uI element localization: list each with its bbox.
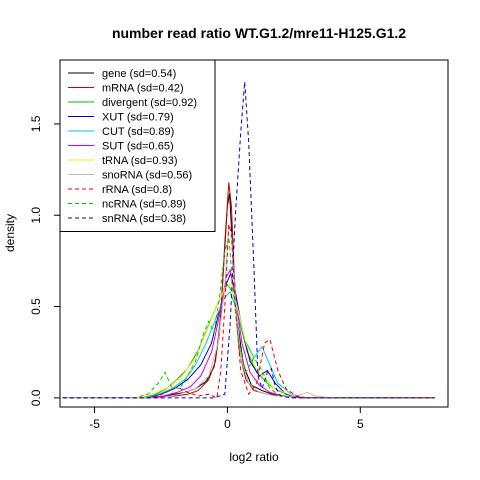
legend-label-9: ncRNA (sd=0.89) — [102, 199, 186, 211]
legend: gene (sd=0.54) mRNA (sd=0.42) divergent (s… — [59, 59, 216, 232]
plot-frame — [59, 59, 449, 408]
legend-label-3: XUT (sd=0.79) — [102, 112, 174, 124]
y-tick-label: 1.5 — [29, 115, 43, 132]
series-line-10 — [62, 81, 435, 399]
series-line-6 — [62, 283, 435, 399]
y-axis-label: density — [3, 214, 17, 252]
x-tick-label: 0 — [224, 417, 231, 431]
y-axis: 0.0 0.5 1.0 1.5 — [29, 115, 60, 406]
series-line-9 — [62, 237, 435, 399]
series-layer — [62, 81, 435, 399]
series-line-4 — [62, 290, 435, 399]
x-tick-label: 5 — [357, 417, 364, 431]
series-line-7 — [62, 224, 435, 399]
series-line-8 — [62, 224, 435, 399]
legend-label-4: CUT (sd=0.89) — [102, 126, 174, 138]
legend-label-7: snoRNA (sd=0.56) — [102, 170, 192, 182]
y-tick-label: 1.0 — [29, 207, 43, 224]
series-line-5 — [62, 268, 435, 399]
y-tick-label: 0.5 — [29, 298, 43, 315]
legend-label-0: gene (sd=0.54) — [102, 68, 176, 80]
legend-label-2: divergent (sd=0.92) — [102, 97, 197, 109]
x-axis-label: log2 ratio — [229, 450, 279, 464]
legend-label-1: mRNA (sd=0.42) — [102, 83, 184, 95]
x-tick-label: -5 — [89, 417, 100, 431]
legend-label-6: tRNA (sd=0.93) — [102, 155, 178, 167]
y-tick-label: 0.0 — [29, 389, 43, 406]
chart-title: number read ratio WT.G1.2/mre11-H125.G1.… — [112, 25, 406, 41]
legend-label-10: snRNA (sd=0.38) — [102, 213, 186, 225]
legend-label-8: rRNA (sd=0.8) — [102, 184, 172, 196]
x-axis: -5 0 5 — [89, 407, 364, 431]
legend-label-5: SUT (sd=0.65) — [102, 141, 174, 153]
